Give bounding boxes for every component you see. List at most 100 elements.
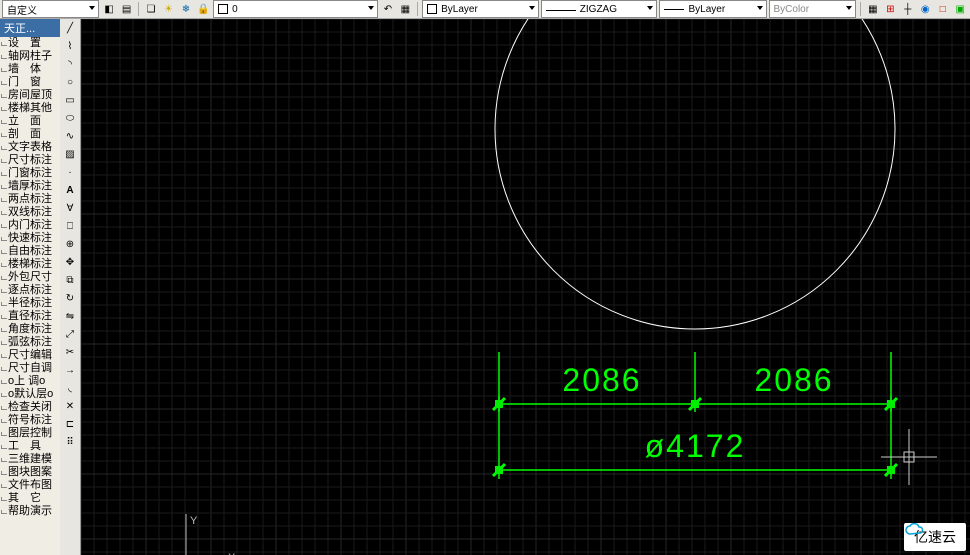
grid-icon[interactable]: ▦ <box>865 1 880 17</box>
command-tree[interactable]: 设 置轴网柱子墙 体门 窗房间屋顶楼梯其他立 面剖 面文字表格尺寸标注门窗标注墙… <box>0 37 61 555</box>
tree-item[interactable]: o上 调o <box>0 375 60 388</box>
layer-name: 0 <box>232 4 238 15</box>
svg-text:ø4172: ø4172 <box>645 428 746 464</box>
lock-icon[interactable]: 🔒 <box>196 1 211 17</box>
layer-prev-icon[interactable]: ↶ <box>380 1 395 17</box>
pline-icon[interactable]: ⌇ <box>63 39 77 53</box>
tree-item[interactable]: 工 具 <box>0 440 60 453</box>
tree-item[interactable]: 直径标注 <box>0 310 60 323</box>
tree-item[interactable]: 角度标注 <box>0 323 60 336</box>
linetype-combo[interactable]: ZIGZAG <box>541 0 658 18</box>
tree-item[interactable]: o默认层o <box>0 388 60 401</box>
tree-item[interactable]: 剖 面 <box>0 128 60 141</box>
linetype-preview <box>546 10 576 11</box>
tree-item[interactable]: 楼梯标注 <box>0 258 60 271</box>
tree-item[interactable]: 自由标注 <box>0 245 60 258</box>
block-icon[interactable]: ⎕ <box>63 219 77 233</box>
tree-item[interactable]: 文字表格 <box>0 141 60 154</box>
tree-item[interactable]: 图块图案 <box>0 466 60 479</box>
main-area: 天正... 设 置轴网柱子墙 体门 窗房间屋顶楼梯其他立 面剖 面文字表格尺寸标… <box>0 19 970 555</box>
svg-text:2086: 2086 <box>562 362 641 398</box>
tree-item[interactable]: 尺寸自调 <box>0 362 60 375</box>
fillet-icon[interactable]: ◟ <box>63 381 77 395</box>
tree-item[interactable]: 门 窗 <box>0 76 60 89</box>
tree-item[interactable]: 尺寸标注 <box>0 154 60 167</box>
tree-item[interactable]: 图层控制 <box>0 427 60 440</box>
style-combo[interactable]: 自定义 <box>2 0 99 18</box>
lineweight-preview <box>664 9 684 10</box>
layer-swatch <box>218 4 228 14</box>
rotate-icon[interactable]: ↻ <box>63 291 77 305</box>
layer-icon[interactable]: ❏ <box>143 1 158 17</box>
tree-item[interactable]: 逐点标注 <box>0 284 60 297</box>
tree-item[interactable]: 文件布图 <box>0 479 60 492</box>
ellipse-icon[interactable]: ⬭ <box>63 111 77 125</box>
tree-item[interactable]: 弧弦标注 <box>0 336 60 349</box>
copy-icon[interactable]: ⧉ <box>63 273 77 287</box>
erase-icon[interactable]: ✕ <box>63 399 77 413</box>
insert-icon[interactable]: ⊕ <box>63 237 77 251</box>
tree-item[interactable]: 快速标注 <box>0 232 60 245</box>
ortho-icon[interactable]: ┼ <box>900 1 915 17</box>
drawing-canvas[interactable]: 20862086ø4172XY 亿速云 <box>81 19 970 555</box>
new-icon[interactable]: ◧ <box>101 1 116 17</box>
tree-item[interactable]: 其 它 <box>0 492 60 505</box>
tree-item[interactable]: 轴网柱子 <box>0 50 60 63</box>
tree-item[interactable]: 外包尺寸 <box>0 271 60 284</box>
side-toolbar: ╱ ⌇ ◝ ○ ▭ ⬭ ∿ ▨ · A Ɐ ⎕ ⊕ ✥ ⧉ ↻ ⇋ ⤢ ✂ → … <box>60 19 81 555</box>
tree-item[interactable]: 立 面 <box>0 115 60 128</box>
move-icon[interactable]: ✥ <box>63 255 77 269</box>
tree-item[interactable]: 房间屋顶 <box>0 89 60 102</box>
svg-text:2086: 2086 <box>754 362 833 398</box>
line-icon[interactable]: ╱ <box>63 21 77 35</box>
palette-title: 天正... <box>0 19 60 37</box>
tree-item[interactable]: 墙厚标注 <box>0 180 60 193</box>
mirror-icon[interactable]: ⇋ <box>63 309 77 323</box>
tree-item[interactable]: 三维建模 <box>0 453 60 466</box>
cad-svg: 20862086ø4172XY <box>81 19 970 555</box>
point-icon[interactable]: · <box>63 165 77 179</box>
tree-item[interactable]: 双线标注 <box>0 206 60 219</box>
arc-icon[interactable]: ◝ <box>63 57 77 71</box>
scale-icon[interactable]: ⤢ <box>63 327 77 341</box>
extend-icon[interactable]: → <box>63 363 77 377</box>
polar-icon[interactable]: ◉ <box>918 1 933 17</box>
track-icon[interactable]: ▣ <box>953 1 968 17</box>
light-icon[interactable]: ☀ <box>161 1 176 17</box>
text-icon[interactable]: A <box>63 183 77 197</box>
watermark: 亿速云 <box>904 523 966 551</box>
tree-item[interactable]: 楼梯其他 <box>0 102 60 115</box>
color-combo[interactable]: ByLayer <box>422 0 539 18</box>
tree-item[interactable]: 门窗标注 <box>0 167 60 180</box>
linetype-label: ZIGZAG <box>580 4 617 15</box>
lineweight-label: ByLayer <box>688 4 725 15</box>
hatch-icon[interactable]: ▨ <box>63 147 77 161</box>
array-icon[interactable]: ⠿ <box>63 435 77 449</box>
layer-states-icon[interactable]: ▦ <box>398 1 413 17</box>
freeze-icon[interactable]: ❄ <box>178 1 193 17</box>
lineweight-combo[interactable]: ByLayer <box>659 0 766 18</box>
plotstyle-combo: ByColor <box>769 0 857 18</box>
tree-item[interactable]: 墙 体 <box>0 63 60 76</box>
tree-item[interactable]: 设 置 <box>0 37 60 50</box>
svg-text:Y: Y <box>190 515 198 527</box>
mtext-icon[interactable]: Ɐ <box>63 201 77 215</box>
tree-item[interactable]: 两点标注 <box>0 193 60 206</box>
osnap-icon[interactable]: □ <box>935 1 950 17</box>
tree-item[interactable]: 检查关闭 <box>0 401 60 414</box>
snap-icon[interactable]: ⊞ <box>883 1 898 17</box>
tree-item[interactable]: 帮助演示 <box>0 505 60 518</box>
circle-icon[interactable]: ○ <box>63 75 77 89</box>
top-toolbar: 自定义 ◧ ▤ ❏ ☀ ❄ 🔒 0 ↶ ▦ ByLayer ZIGZAG ByL… <box>0 0 970 19</box>
offset-icon[interactable]: ⊏ <box>63 417 77 431</box>
layer-combo[interactable]: 0 <box>213 0 378 18</box>
spline-icon[interactable]: ∿ <box>63 129 77 143</box>
rect-icon[interactable]: ▭ <box>63 93 77 107</box>
open-icon[interactable]: ▤ <box>119 1 134 17</box>
trim-icon[interactable]: ✂ <box>63 345 77 359</box>
tree-item[interactable]: 内门标注 <box>0 219 60 232</box>
tree-item[interactable]: 符号标注 <box>0 414 60 427</box>
cloud-icon <box>904 523 926 537</box>
tree-item[interactable]: 尺寸编辑 <box>0 349 60 362</box>
tree-item[interactable]: 半径标注 <box>0 297 60 310</box>
